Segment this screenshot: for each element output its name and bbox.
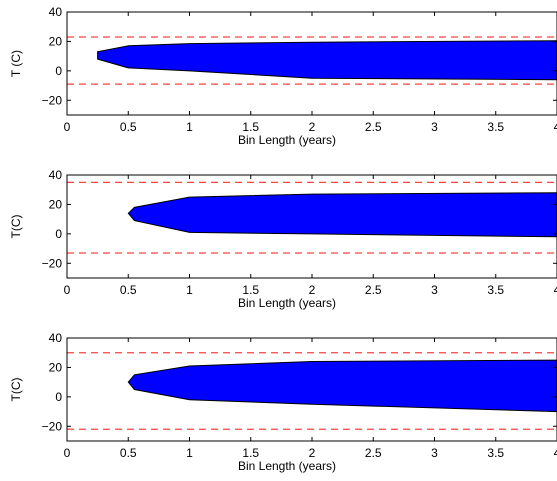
x-tick-label: 2 bbox=[309, 120, 316, 134]
y-tick-label: 20 bbox=[49, 360, 63, 374]
x-tick-label: 3 bbox=[431, 446, 438, 460]
y-tick-label: 0 bbox=[55, 64, 62, 78]
x-axis-title: Bin Length (years) bbox=[238, 296, 336, 310]
x-tick-label: 1 bbox=[186, 120, 193, 134]
x-tick-label: 2 bbox=[309, 446, 316, 460]
x-tick-label: 0.5 bbox=[120, 120, 137, 134]
x-tick-label: 2 bbox=[309, 283, 316, 297]
x-tick-label: 1.5 bbox=[242, 283, 259, 297]
x-axis-title: Bin Length (years) bbox=[238, 133, 336, 147]
x-tick-label: 3 bbox=[431, 120, 438, 134]
x-tick-label: 0.5 bbox=[120, 283, 137, 297]
y-tick-label: 20 bbox=[49, 34, 63, 48]
x-tick-label: 0 bbox=[64, 120, 71, 134]
x-tick-label: 4 bbox=[554, 446, 557, 460]
y-tick-label: 0 bbox=[55, 390, 62, 404]
temperature-band bbox=[127, 359, 557, 413]
x-tick-label: 2.5 bbox=[365, 120, 382, 134]
y-axis-title: T(C) bbox=[9, 215, 23, 239]
x-tick-label: 3.5 bbox=[487, 120, 504, 134]
y-tick-label: 20 bbox=[49, 197, 63, 211]
x-tick-label: 3 bbox=[431, 283, 438, 297]
x-tick-label: 0 bbox=[64, 446, 71, 460]
y-axis-title: T (C) bbox=[9, 50, 23, 77]
y-tick-label: 40 bbox=[49, 168, 63, 182]
y-tick-label: 0 bbox=[55, 227, 62, 241]
x-tick-label: 3.5 bbox=[487, 446, 504, 460]
x-tick-label: 4 bbox=[554, 120, 557, 134]
temperature-band bbox=[97, 40, 557, 81]
x-tick-label: 3.5 bbox=[487, 283, 504, 297]
x-tick-label: 1.5 bbox=[242, 446, 259, 460]
y-tick-label: 40 bbox=[49, 5, 63, 19]
y-tick-label: −20 bbox=[42, 93, 63, 107]
y-axis-title: T(C) bbox=[9, 378, 23, 402]
x-tick-label: 0.5 bbox=[120, 446, 137, 460]
x-tick-label: 2.5 bbox=[365, 283, 382, 297]
x-tick-label: 0 bbox=[64, 283, 71, 297]
x-tick-label: 4 bbox=[554, 283, 557, 297]
x-tick-label: 1.5 bbox=[242, 120, 259, 134]
x-tick-label: 1 bbox=[186, 283, 193, 297]
x-tick-label: 1 bbox=[186, 446, 193, 460]
x-axis-title: Bin Length (years) bbox=[238, 459, 336, 473]
y-tick-label: −20 bbox=[42, 419, 63, 433]
y-tick-label: −20 bbox=[42, 256, 63, 270]
y-tick-label: 40 bbox=[49, 331, 63, 345]
x-tick-label: 2.5 bbox=[365, 446, 382, 460]
temperature-band bbox=[127, 192, 557, 238]
